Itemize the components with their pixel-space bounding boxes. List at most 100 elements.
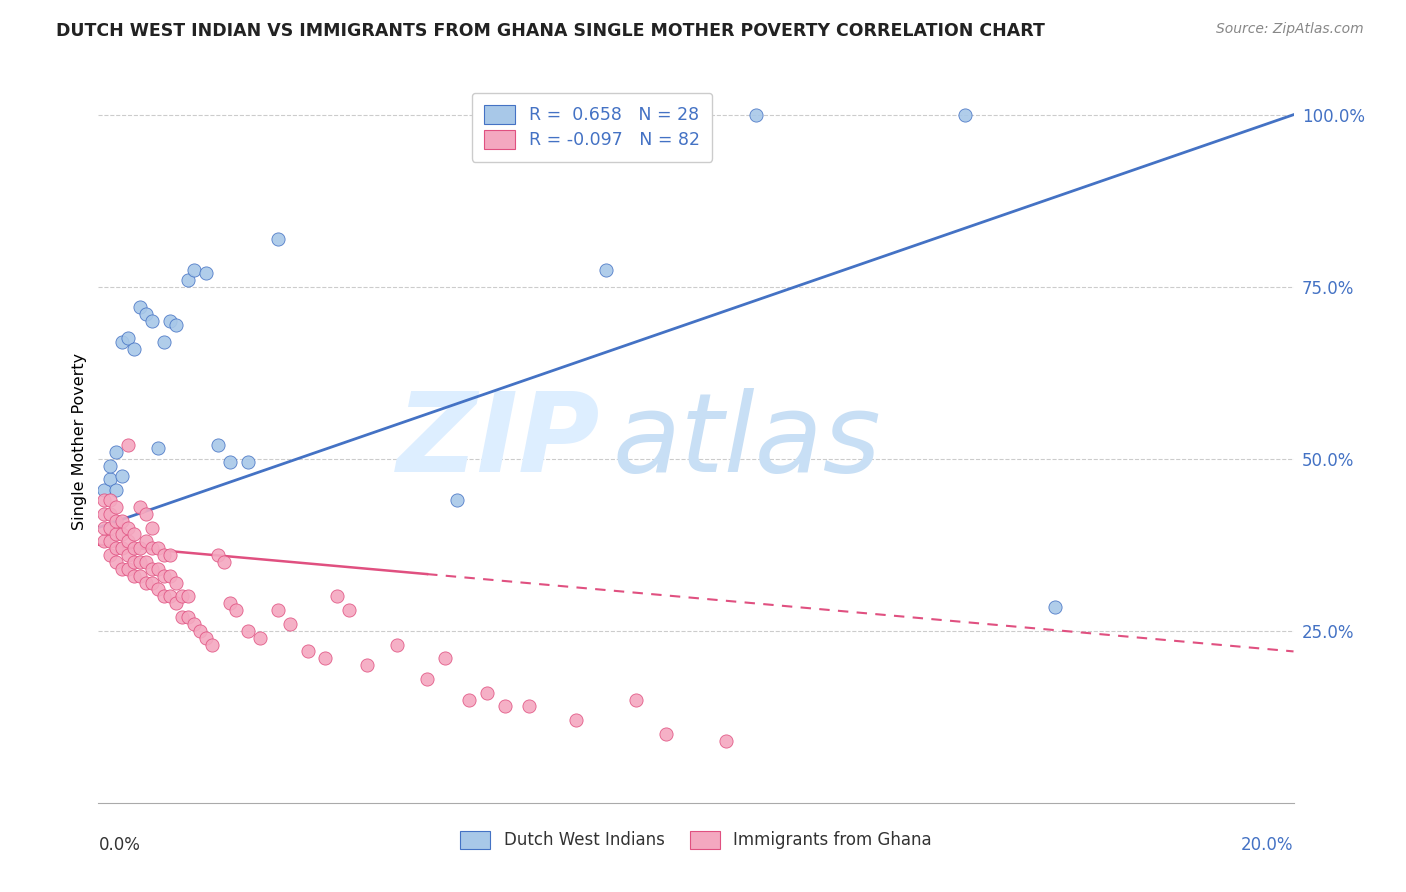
Legend: Dutch West Indians, Immigrants from Ghana: Dutch West Indians, Immigrants from Ghan… xyxy=(450,821,942,860)
Point xyxy=(655,727,678,741)
Point xyxy=(434,651,457,665)
Point xyxy=(195,631,218,645)
Point xyxy=(93,520,115,534)
Point xyxy=(98,472,122,486)
Point xyxy=(98,493,122,508)
Point xyxy=(595,262,617,277)
Point xyxy=(315,651,337,665)
Point xyxy=(225,603,247,617)
Point xyxy=(105,483,128,497)
Point xyxy=(207,548,229,562)
Point xyxy=(172,590,194,604)
Point xyxy=(278,616,301,631)
Point xyxy=(183,616,205,631)
Point xyxy=(135,575,157,590)
Point xyxy=(153,568,176,582)
Point xyxy=(236,455,259,469)
Point xyxy=(129,500,152,514)
Point xyxy=(953,108,976,122)
Point xyxy=(172,610,194,624)
Point xyxy=(141,575,163,590)
Point xyxy=(565,713,588,727)
Point xyxy=(98,507,122,521)
Point xyxy=(714,734,737,748)
Point xyxy=(177,590,200,604)
Point xyxy=(124,527,146,541)
Point xyxy=(416,672,439,686)
Point xyxy=(207,438,229,452)
Point xyxy=(111,469,134,483)
Point xyxy=(201,638,224,652)
Point xyxy=(105,541,128,556)
Point xyxy=(105,555,128,569)
Point xyxy=(111,514,134,528)
Point xyxy=(1043,599,1066,614)
Point xyxy=(517,699,540,714)
Point xyxy=(165,318,187,332)
Point xyxy=(339,603,361,617)
Point xyxy=(148,541,170,556)
Point xyxy=(98,548,122,562)
Point xyxy=(124,342,146,356)
Point xyxy=(267,603,290,617)
Point xyxy=(458,692,481,706)
Point xyxy=(153,590,176,604)
Point xyxy=(111,562,134,576)
Point xyxy=(111,334,134,349)
Point xyxy=(141,541,163,556)
Y-axis label: Single Mother Poverty: Single Mother Poverty xyxy=(72,353,87,530)
Point xyxy=(446,493,468,508)
Point xyxy=(105,514,128,528)
Point xyxy=(148,442,170,456)
Point xyxy=(93,507,115,521)
Point xyxy=(93,493,115,508)
Point xyxy=(105,527,128,541)
Point xyxy=(129,555,152,569)
Point xyxy=(356,658,378,673)
Point xyxy=(111,541,134,556)
Point xyxy=(249,631,271,645)
Text: 20.0%: 20.0% xyxy=(1241,836,1294,854)
Point xyxy=(159,568,181,582)
Point xyxy=(124,541,146,556)
Text: ZIP: ZIP xyxy=(396,388,600,495)
Point xyxy=(236,624,259,638)
Text: DUTCH WEST INDIAN VS IMMIGRANTS FROM GHANA SINGLE MOTHER POVERTY CORRELATION CHA: DUTCH WEST INDIAN VS IMMIGRANTS FROM GHA… xyxy=(56,22,1045,40)
Point xyxy=(98,458,122,473)
Text: atlas: atlas xyxy=(613,388,882,495)
Point xyxy=(177,610,200,624)
Point xyxy=(159,548,181,562)
Point xyxy=(105,500,128,514)
Point xyxy=(297,644,319,658)
Point xyxy=(124,568,146,582)
Point xyxy=(159,590,181,604)
Point xyxy=(98,520,122,534)
Point xyxy=(117,438,139,452)
Point xyxy=(148,562,170,576)
Point xyxy=(148,582,170,597)
Text: 0.0%: 0.0% xyxy=(98,836,141,854)
Point xyxy=(117,562,139,576)
Point xyxy=(124,555,146,569)
Point xyxy=(626,692,648,706)
Point xyxy=(135,307,157,321)
Point xyxy=(117,534,139,549)
Point xyxy=(135,507,157,521)
Point xyxy=(385,638,409,652)
Point xyxy=(141,314,163,328)
Point xyxy=(267,231,290,245)
Point xyxy=(183,262,205,277)
Point xyxy=(165,596,187,610)
Point xyxy=(219,596,242,610)
Point xyxy=(219,455,242,469)
Point xyxy=(98,534,122,549)
Point xyxy=(141,520,163,534)
Point xyxy=(117,331,139,345)
Point xyxy=(177,273,200,287)
Point xyxy=(135,555,157,569)
Point xyxy=(111,527,134,541)
Point xyxy=(129,301,152,315)
Point xyxy=(165,575,187,590)
Point xyxy=(141,562,163,576)
Point xyxy=(93,534,115,549)
